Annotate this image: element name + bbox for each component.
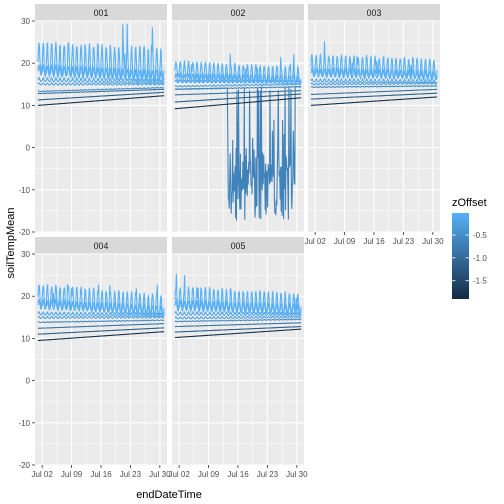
series-line-z-0.16 [310,77,438,84]
facet-strip [172,237,304,254]
x-tick-label: Jul 09 [198,470,220,479]
series-line-z-0.02 [174,273,302,317]
series-group [310,41,438,106]
series-line-z-0.56 [174,318,302,323]
series-line-z-0.16 [174,79,302,84]
x-tick-label: Jul 30 [422,237,444,246]
legend: zOffset -0.5 -1.0 -1.5 [452,197,487,299]
series-line-z-0.26 [174,315,302,320]
series-line-z-0.56 [174,85,302,91]
series-line-z-0.26 [37,315,165,320]
y-tick-label: 30 [21,17,30,26]
series-line-z-1.16 [37,327,165,335]
series-line-z-0.56 [37,319,165,324]
facet-strip [308,4,440,21]
x-tick-label: Jul 02 [31,470,53,479]
series-line-z-1.76 [174,328,302,339]
legend-tick-label: -0.5 [473,231,487,240]
x-tick-label: Jul 23 [120,470,142,479]
series-line-z-0.26 [310,81,438,86]
y-tick-label: 20 [21,59,30,68]
facet-strip-label: 004 [94,241,109,251]
facet-panel-001: 001 [35,4,167,233]
facet-strip-label: 003 [367,8,382,18]
x-tick-label: Jul 02 [304,237,326,246]
y-tick-label: -20 [18,461,30,470]
series-line-z-0.02 [37,283,165,318]
series-line-z-0.26 [174,82,302,88]
facet-strip-label: 002 [231,8,246,18]
facet-strip [35,237,167,254]
facet-panels: 001 002 003 004 005 [35,4,440,466]
series-group [174,53,302,221]
series-line-z-0.26 [37,82,165,86]
y-tick-label: -10 [18,186,30,195]
series-line-z-0.86 [174,90,302,96]
y-axis-title: soilTempMean [5,208,17,279]
series-line-z-0.86 [37,323,165,329]
series-line-z-1.16 [174,326,302,333]
x-tick-label: Jul 09 [61,470,83,479]
series-line-z-0.16 [37,310,165,318]
x-tick-label: Jul 16 [227,470,249,479]
facet-strip [35,4,167,21]
series-line-z-0.56 [310,85,438,88]
x-tick-label: Jul 30 [149,470,171,479]
series-line-z-0.16 [37,76,165,85]
x-tick-label: Jul 16 [363,237,385,246]
x-tick-label: Jul 23 [257,470,279,479]
series-line-z-1.76 [310,96,438,106]
series-line-z-0.02 [174,53,302,85]
x-tick-label: Jul 23 [393,237,415,246]
y-tick-label: -10 [18,419,30,428]
y-tick-label: 0 [26,377,31,386]
series-line-z-1.76 [174,97,302,110]
facet-strip-label: 001 [94,8,109,18]
series-group [174,273,302,339]
x-tick-label: Jul 30 [286,470,308,479]
series-line-z-0.16 [174,310,302,317]
y-tick-label: 10 [21,334,30,343]
legend-title: zOffset [452,197,487,209]
series-line-z-0.02 [37,23,165,85]
x-tick-label: Jul 09 [334,237,356,246]
legend-tick-label: -1.0 [473,254,487,263]
series-group [37,283,165,342]
facet-panel-004: 004 [35,237,167,466]
legend-colorbar [452,213,469,299]
series-line-z-1.16 [174,93,302,103]
x-tick-label: Jul 02 [168,470,190,479]
series-line-z-0.86 [174,322,302,328]
facet-panel-005: 005 [172,237,304,466]
series-line-z-1.76 [37,95,165,106]
x-tick-label: Jul 16 [90,470,112,479]
facet-panel-003: 003 [308,4,440,233]
series-line-z-0.86 [37,88,165,95]
y-tick-label: -20 [18,228,30,237]
series-line-z-0.86 [310,88,438,95]
x-axis-title: endDateTime [136,489,202,501]
series-line-z-1.76 [37,331,165,342]
facet-panel-002: 002 [172,4,304,233]
legend-tick-label: -1.5 [473,277,487,286]
series-line-z-0.02 [310,41,438,80]
y-tick-label: 30 [21,250,30,259]
series-line-z-1.16 [37,91,165,101]
series-line-z-1.16 [310,92,438,100]
series-group [37,23,165,106]
facet-strip [172,4,304,21]
series-line-z-0.56 [37,86,165,93]
y-tick-label: 0 [26,144,31,153]
y-tick-label: 20 [21,292,30,301]
y-tick-label: 10 [21,101,30,110]
facet-strip-label: 005 [231,241,246,251]
